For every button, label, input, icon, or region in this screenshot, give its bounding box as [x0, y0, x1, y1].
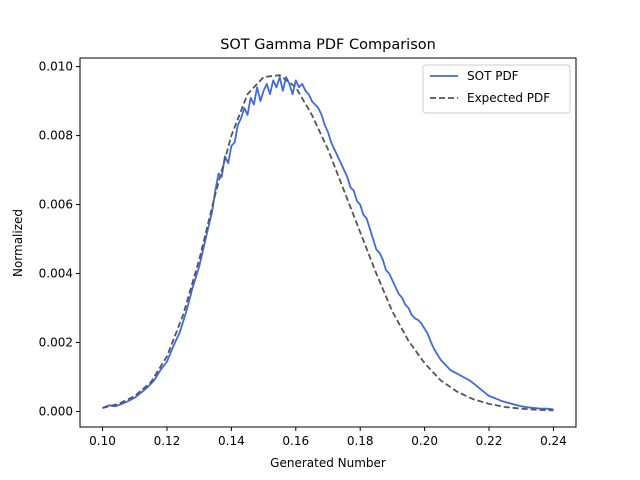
- axes-frame: [79, 57, 577, 428]
- series-line-expected-pdf: [102, 74, 554, 412]
- legend: SOT PDF Expected PDF: [422, 64, 571, 114]
- legend-box: [422, 64, 571, 114]
- y-axis-ticks: 0.000 0.002 0.004 0.006 0.008 0.010: [39, 60, 80, 418]
- x-tick-label: 0.14: [218, 434, 245, 448]
- series-line-sot-pdf: [102, 76, 554, 411]
- y-tick-label: 0.008: [39, 129, 73, 143]
- y-tick-label: 0.010: [39, 60, 73, 74]
- x-tick-label: 0.24: [540, 434, 567, 448]
- legend-label-expected-pdf: Expected PDF: [467, 91, 550, 105]
- y-tick-label: 0.000: [39, 404, 73, 418]
- legend-label-sot-pdf: SOT PDF: [467, 69, 519, 83]
- y-tick-label: 0.006: [39, 198, 73, 212]
- y-tick-label: 0.002: [39, 336, 73, 350]
- x-tick-label: 0.16: [282, 434, 309, 448]
- x-axis-ticks: 0.10 0.12 0.14 0.16 0.18 0.20 0.22 0.24: [89, 427, 567, 448]
- x-tick-label: 0.22: [476, 434, 503, 448]
- y-axis-label: Normalized: [11, 209, 25, 277]
- x-axis-label: Generated Number: [270, 456, 386, 470]
- x-tick-label: 0.18: [347, 434, 374, 448]
- y-tick-label: 0.004: [39, 267, 73, 281]
- x-tick-label: 0.12: [154, 434, 181, 448]
- x-tick-label: 0.20: [411, 434, 438, 448]
- x-tick-label: 0.10: [89, 434, 116, 448]
- chart-title: SOT Gamma PDF Comparison: [220, 37, 436, 53]
- plot-area: [102, 74, 554, 412]
